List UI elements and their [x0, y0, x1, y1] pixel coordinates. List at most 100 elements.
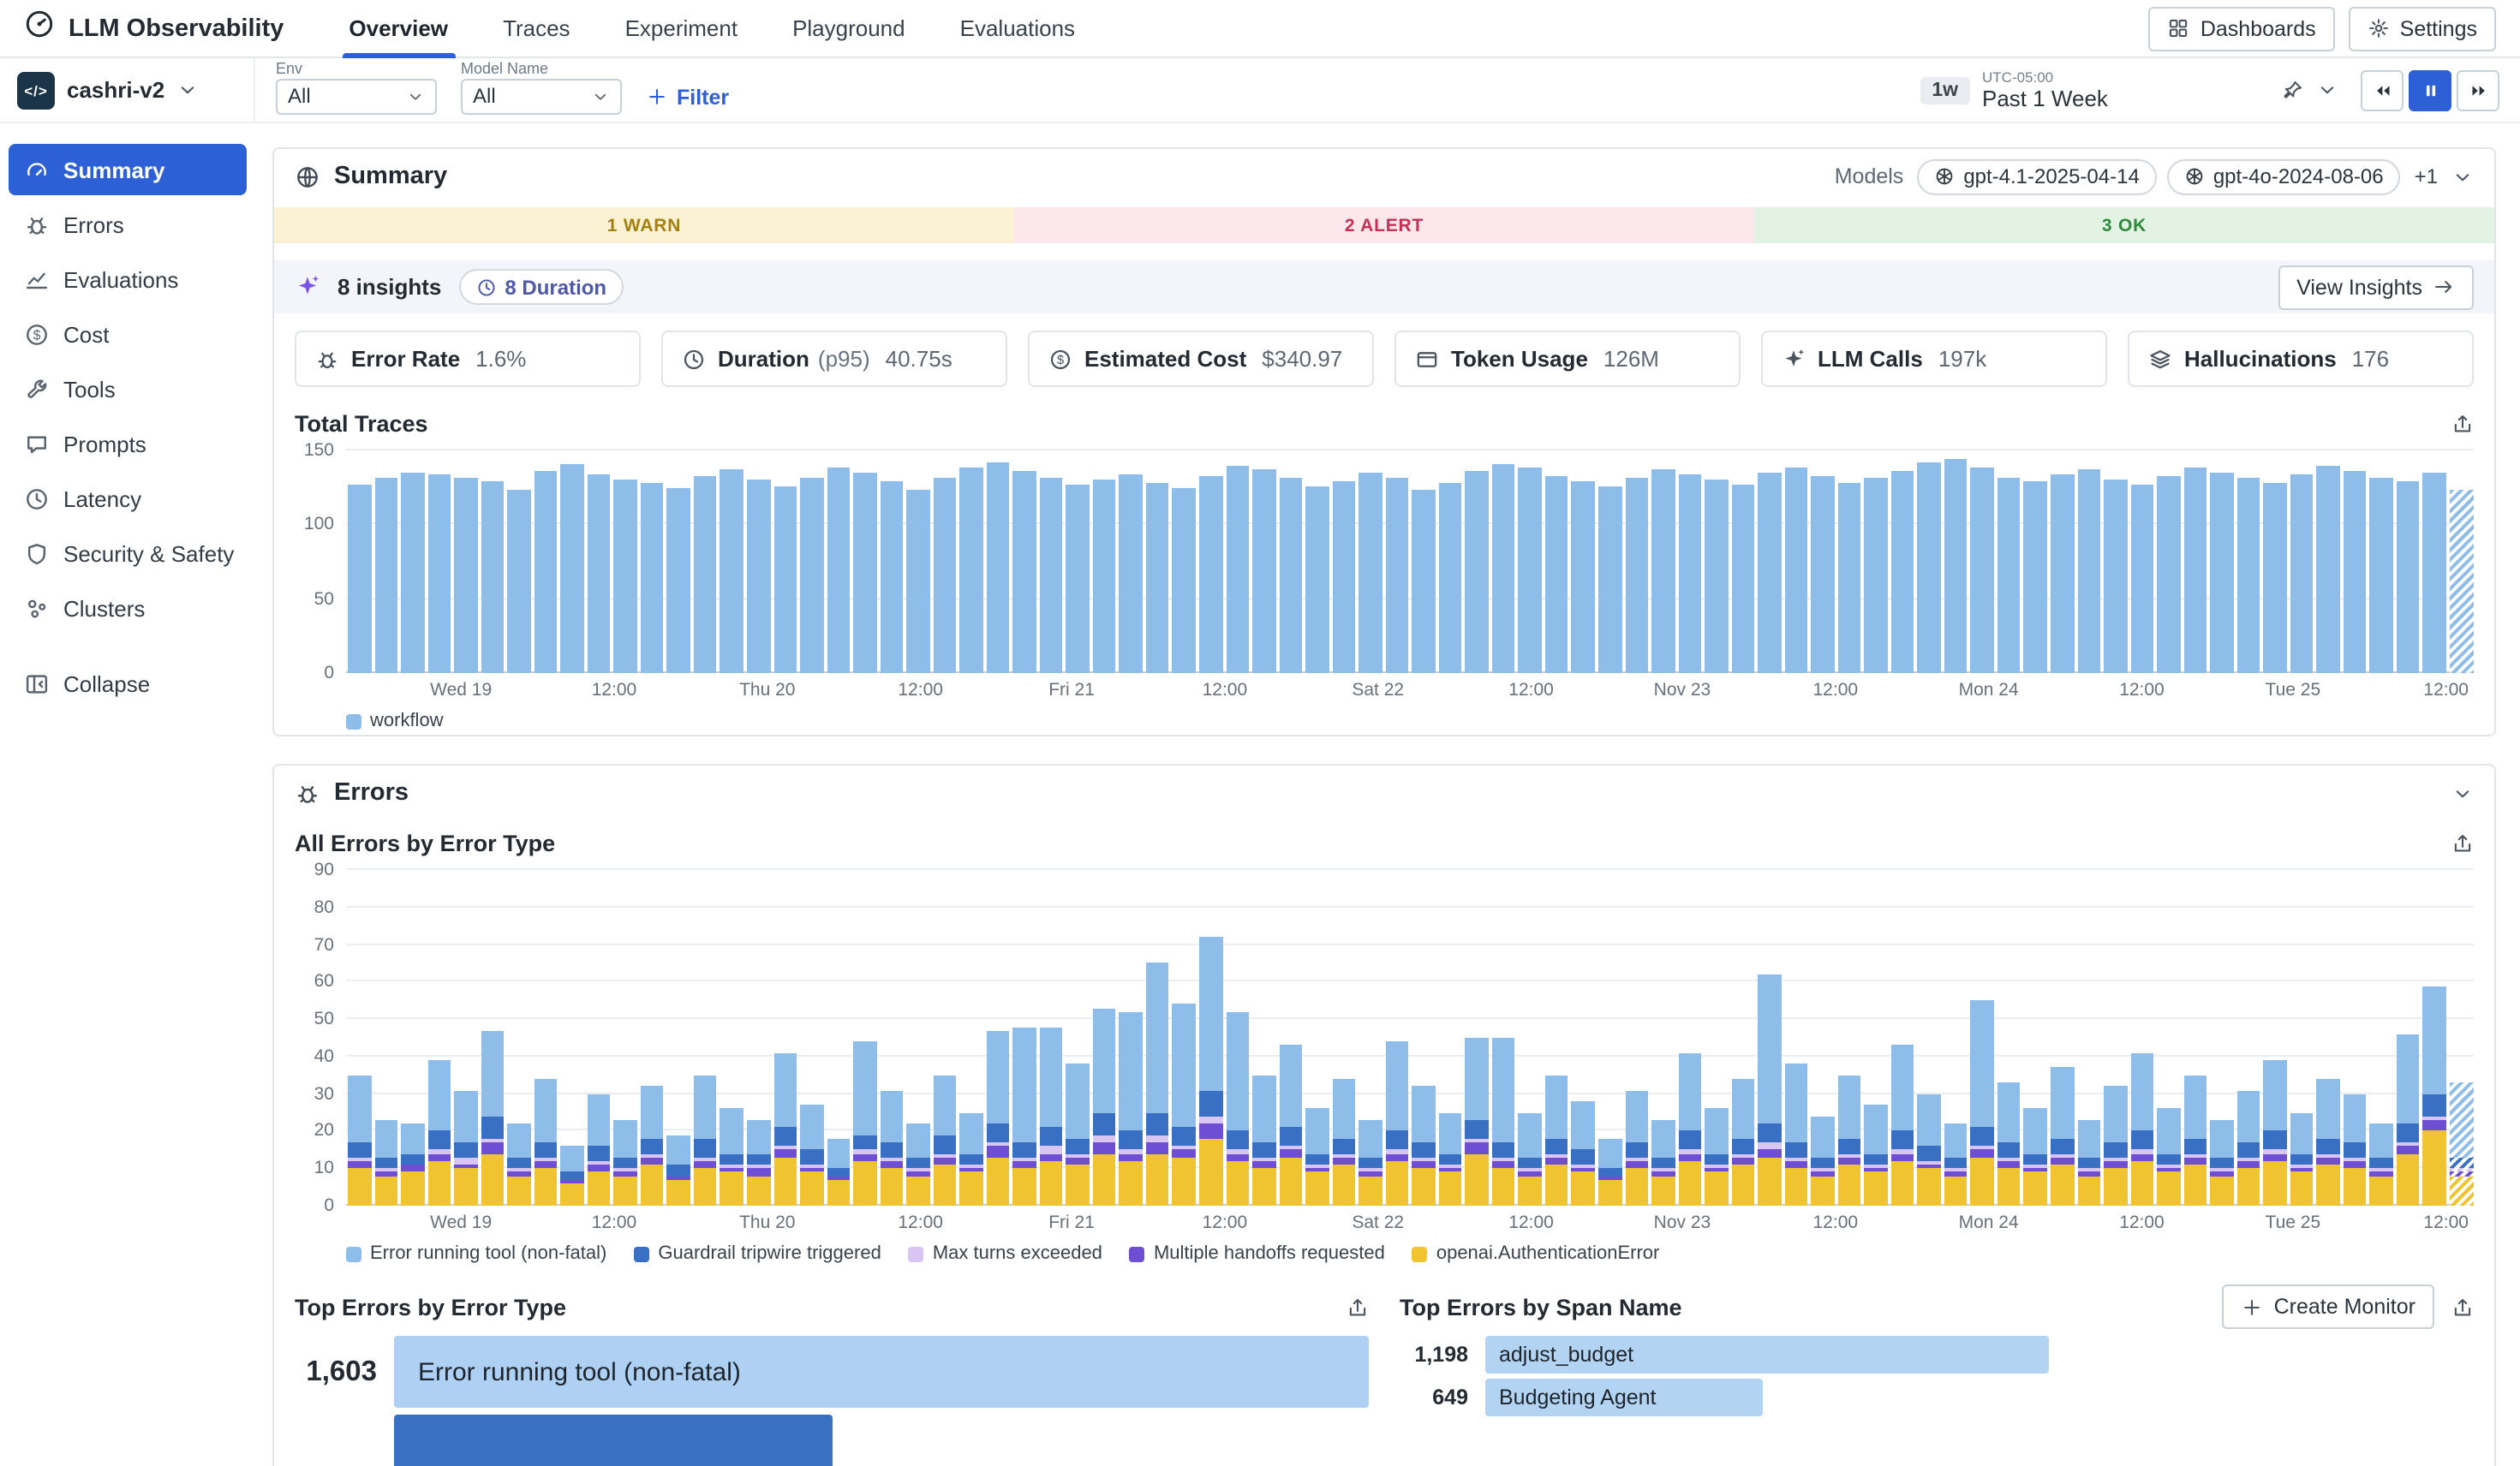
metric-llm-calls[interactable]: LLM Calls197k — [1761, 331, 2107, 387]
sidebar-item-prompts[interactable]: Prompts — [9, 418, 247, 469]
chart-bar[interactable] — [1811, 450, 1834, 673]
chart-bar[interactable] — [800, 870, 823, 1206]
top-error-bar[interactable]: Budgeting Agent — [1485, 1379, 1762, 1416]
chart-bar[interactable] — [694, 870, 717, 1206]
chart-bar[interactable] — [2210, 870, 2233, 1206]
chart-bar[interactable] — [1013, 450, 1036, 673]
chart-bar[interactable] — [1705, 450, 1728, 673]
chart-bar[interactable] — [1066, 450, 1090, 673]
chart-bar[interactable] — [2317, 450, 2340, 673]
legend-item[interactable]: Error running tool (non-fatal) — [346, 1243, 606, 1264]
chevron-down-icon[interactable] — [2316, 79, 2338, 101]
chart-bar[interactable] — [1013, 870, 1036, 1206]
chart-bar[interactable] — [1146, 870, 1169, 1206]
time-range-badge[interactable]: 1w — [1920, 76, 1970, 104]
status-1-warn[interactable]: 1 WARN — [274, 207, 1014, 243]
chart-bar[interactable] — [1040, 870, 1063, 1206]
chart-bar[interactable] — [2024, 450, 2047, 673]
sidebar-item-security-safety[interactable]: Security & Safety — [9, 527, 247, 579]
chart-bar[interactable] — [1838, 870, 1861, 1206]
dashboards-button[interactable]: Dashboards — [2149, 6, 2335, 51]
chart-bar[interactable] — [1678, 450, 1701, 673]
chart-bar[interactable] — [880, 870, 903, 1206]
top-error-row[interactable]: 1,603Error running tool (non-fatal) — [295, 1336, 1369, 1408]
tab-overview[interactable]: Overview — [321, 0, 475, 57]
chart-bar[interactable] — [1918, 870, 1941, 1206]
metric-error-rate[interactable]: Error Rate1.6% — [295, 331, 641, 387]
chart-bar[interactable] — [1466, 450, 1489, 673]
chart-bar[interactable] — [1305, 450, 1329, 673]
rewind-button[interactable] — [2361, 69, 2404, 110]
app-selector[interactable]: </> cashri-v2 — [0, 58, 255, 122]
chart-bar[interactable] — [1971, 450, 1994, 673]
metric-estimated-cost[interactable]: $Estimated Cost$340.97 — [1028, 331, 1374, 387]
chart-bar[interactable] — [561, 870, 584, 1206]
chart-bar[interactable] — [2264, 450, 2287, 673]
export-icon[interactable] — [1347, 1296, 1369, 1318]
chart-bar[interactable] — [454, 870, 477, 1206]
sidebar-collapse-button[interactable]: Collapse — [9, 658, 247, 709]
chart-bar[interactable] — [1784, 870, 1807, 1206]
time-range-selector[interactable]: UTC-05:00 Past 1 Week — [1982, 68, 2270, 112]
chart-bar[interactable] — [1519, 870, 1542, 1206]
chart-bar[interactable] — [667, 450, 690, 673]
chart-bar[interactable] — [720, 870, 743, 1206]
top-error-row[interactable]: 649Budgeting Agent — [1400, 1379, 2474, 1416]
chart-bar[interactable] — [1226, 450, 1249, 673]
top-error-bar[interactable]: adjust_budget — [1485, 1336, 2049, 1374]
chart-bar[interactable] — [1492, 870, 1515, 1206]
chart-bar[interactable] — [2397, 450, 2420, 673]
chart-bar[interactable] — [614, 870, 637, 1206]
top-error-bar[interactable] — [394, 1415, 833, 1466]
sidebar-item-summary[interactable]: Summary — [9, 144, 247, 195]
sidebar-item-cost[interactable]: $Cost — [9, 308, 247, 360]
chart-bar[interactable] — [2236, 870, 2260, 1206]
chart-bar[interactable] — [614, 450, 637, 673]
top-error-row[interactable] — [295, 1415, 1369, 1466]
chart-bar[interactable] — [2157, 870, 2180, 1206]
top-error-bar[interactable]: Error running tool (non-fatal) — [394, 1336, 1369, 1408]
settings-button[interactable]: Settings — [2349, 6, 2496, 51]
chart-bar[interactable] — [1838, 450, 1861, 673]
chart-bar[interactable] — [853, 870, 876, 1206]
chart-bar[interactable] — [2344, 450, 2367, 673]
chart-bar[interactable] — [773, 870, 797, 1206]
tab-playground[interactable]: Playground — [765, 0, 933, 57]
chart-bar[interactable] — [1252, 450, 1275, 673]
chart-bar[interactable] — [2370, 870, 2393, 1206]
chart-bar[interactable] — [2397, 870, 2420, 1206]
models-more[interactable]: +1 — [2415, 164, 2438, 188]
chevron-down-icon[interactable] — [2451, 782, 2474, 804]
metric-duration[interactable]: Duration(p95)40.75s — [661, 331, 1007, 387]
chart-bar[interactable] — [1572, 450, 1595, 673]
chart-bar[interactable] — [694, 450, 717, 673]
chart-bar[interactable] — [1226, 870, 1249, 1206]
sidebar-item-evaluations[interactable]: Evaluations — [9, 253, 247, 305]
chart-bar[interactable] — [1093, 870, 1116, 1206]
legend-item[interactable]: Max turns exceeded — [909, 1243, 1102, 1264]
chart-bar[interactable] — [481, 450, 504, 673]
chart-bar[interactable] — [1439, 870, 1462, 1206]
export-icon[interactable] — [2451, 832, 2474, 855]
chart-bar[interactable] — [1519, 450, 1542, 673]
chart-bar[interactable] — [1279, 870, 1302, 1206]
chart-bar[interactable] — [1865, 450, 1888, 673]
chart-bar[interactable] — [2236, 450, 2260, 673]
chart-bar[interactable] — [959, 450, 982, 673]
chart-bar[interactable] — [2450, 870, 2473, 1206]
chart-bar[interactable] — [588, 870, 611, 1206]
chart-bar[interactable] — [641, 870, 664, 1206]
chevron-down-icon[interactable] — [2451, 165, 2474, 188]
legend-item[interactable]: openai.AuthenticationError — [1412, 1243, 1660, 1264]
chart-bar[interactable] — [1865, 870, 1888, 1206]
legend-item[interactable]: Guardrail tripwire triggered — [634, 1243, 881, 1264]
chart-bar[interactable] — [1252, 870, 1275, 1206]
chart-bar[interactable] — [1385, 870, 1408, 1206]
chart-bar[interactable] — [747, 450, 770, 673]
chart-bar[interactable] — [1731, 870, 1754, 1206]
chart-bar[interactable] — [374, 870, 397, 1206]
chart-bar[interactable] — [454, 450, 477, 673]
chart-bar[interactable] — [2264, 870, 2287, 1206]
chart-bar[interactable] — [2077, 450, 2100, 673]
chart-bar[interactable] — [2290, 870, 2314, 1206]
